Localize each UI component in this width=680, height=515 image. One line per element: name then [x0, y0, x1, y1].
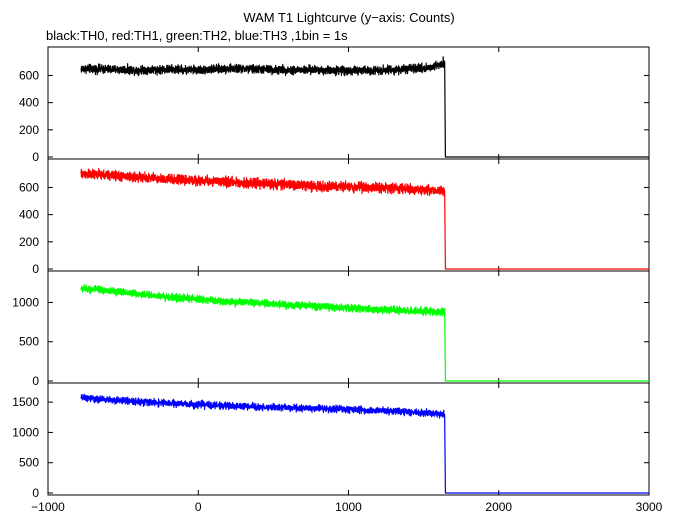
y-tick-label-th0: 200: [19, 123, 39, 137]
y-tick-label-th3: 1500: [12, 395, 39, 409]
y-tick-label-th2: 1000: [12, 295, 39, 309]
y-tick-label-th1: 400: [19, 208, 39, 222]
y-tick-label-th3: 500: [19, 456, 39, 470]
y-tick-label-th2: 0: [32, 374, 39, 388]
x-tick-label: −1000: [31, 500, 65, 514]
series-line-th3: [80, 393, 649, 494]
panels-group: 0 200 400 600 0 200 400 600 0 500 1000 0 500 1000 1500…: [12, 46, 663, 514]
chart-title: WAM T1 Lightcurve (y−axis: Counts): [243, 10, 454, 25]
chart-subtitle: black:TH0, red:TH1, green:TH2, blue:TH3 …: [46, 28, 348, 43]
y-tick-label-th0: 400: [19, 96, 39, 110]
series-line-th0: [80, 56, 649, 158]
y-tick-label-th1: 200: [19, 235, 39, 249]
x-tick-label: 1000: [335, 500, 362, 514]
y-tick-label-th3: 0: [32, 486, 39, 500]
x-tick-label: 0: [195, 500, 202, 514]
y-tick-label-th0: 0: [32, 150, 39, 164]
panel-frame-th2: [47, 270, 650, 384]
x-tick-label: 3000: [636, 500, 663, 514]
panel-frame-th0: [47, 46, 650, 160]
y-tick-label-th1: 600: [19, 180, 39, 194]
y-tick-label-th1: 0: [32, 262, 39, 276]
y-tick-label-th0: 600: [19, 68, 39, 82]
series-line-th2: [80, 284, 649, 382]
y-tick-label-th3: 1000: [12, 425, 39, 439]
x-tick-label: 2000: [485, 500, 512, 514]
series-line-th1: [80, 167, 649, 270]
y-tick-label-th2: 500: [19, 335, 39, 349]
